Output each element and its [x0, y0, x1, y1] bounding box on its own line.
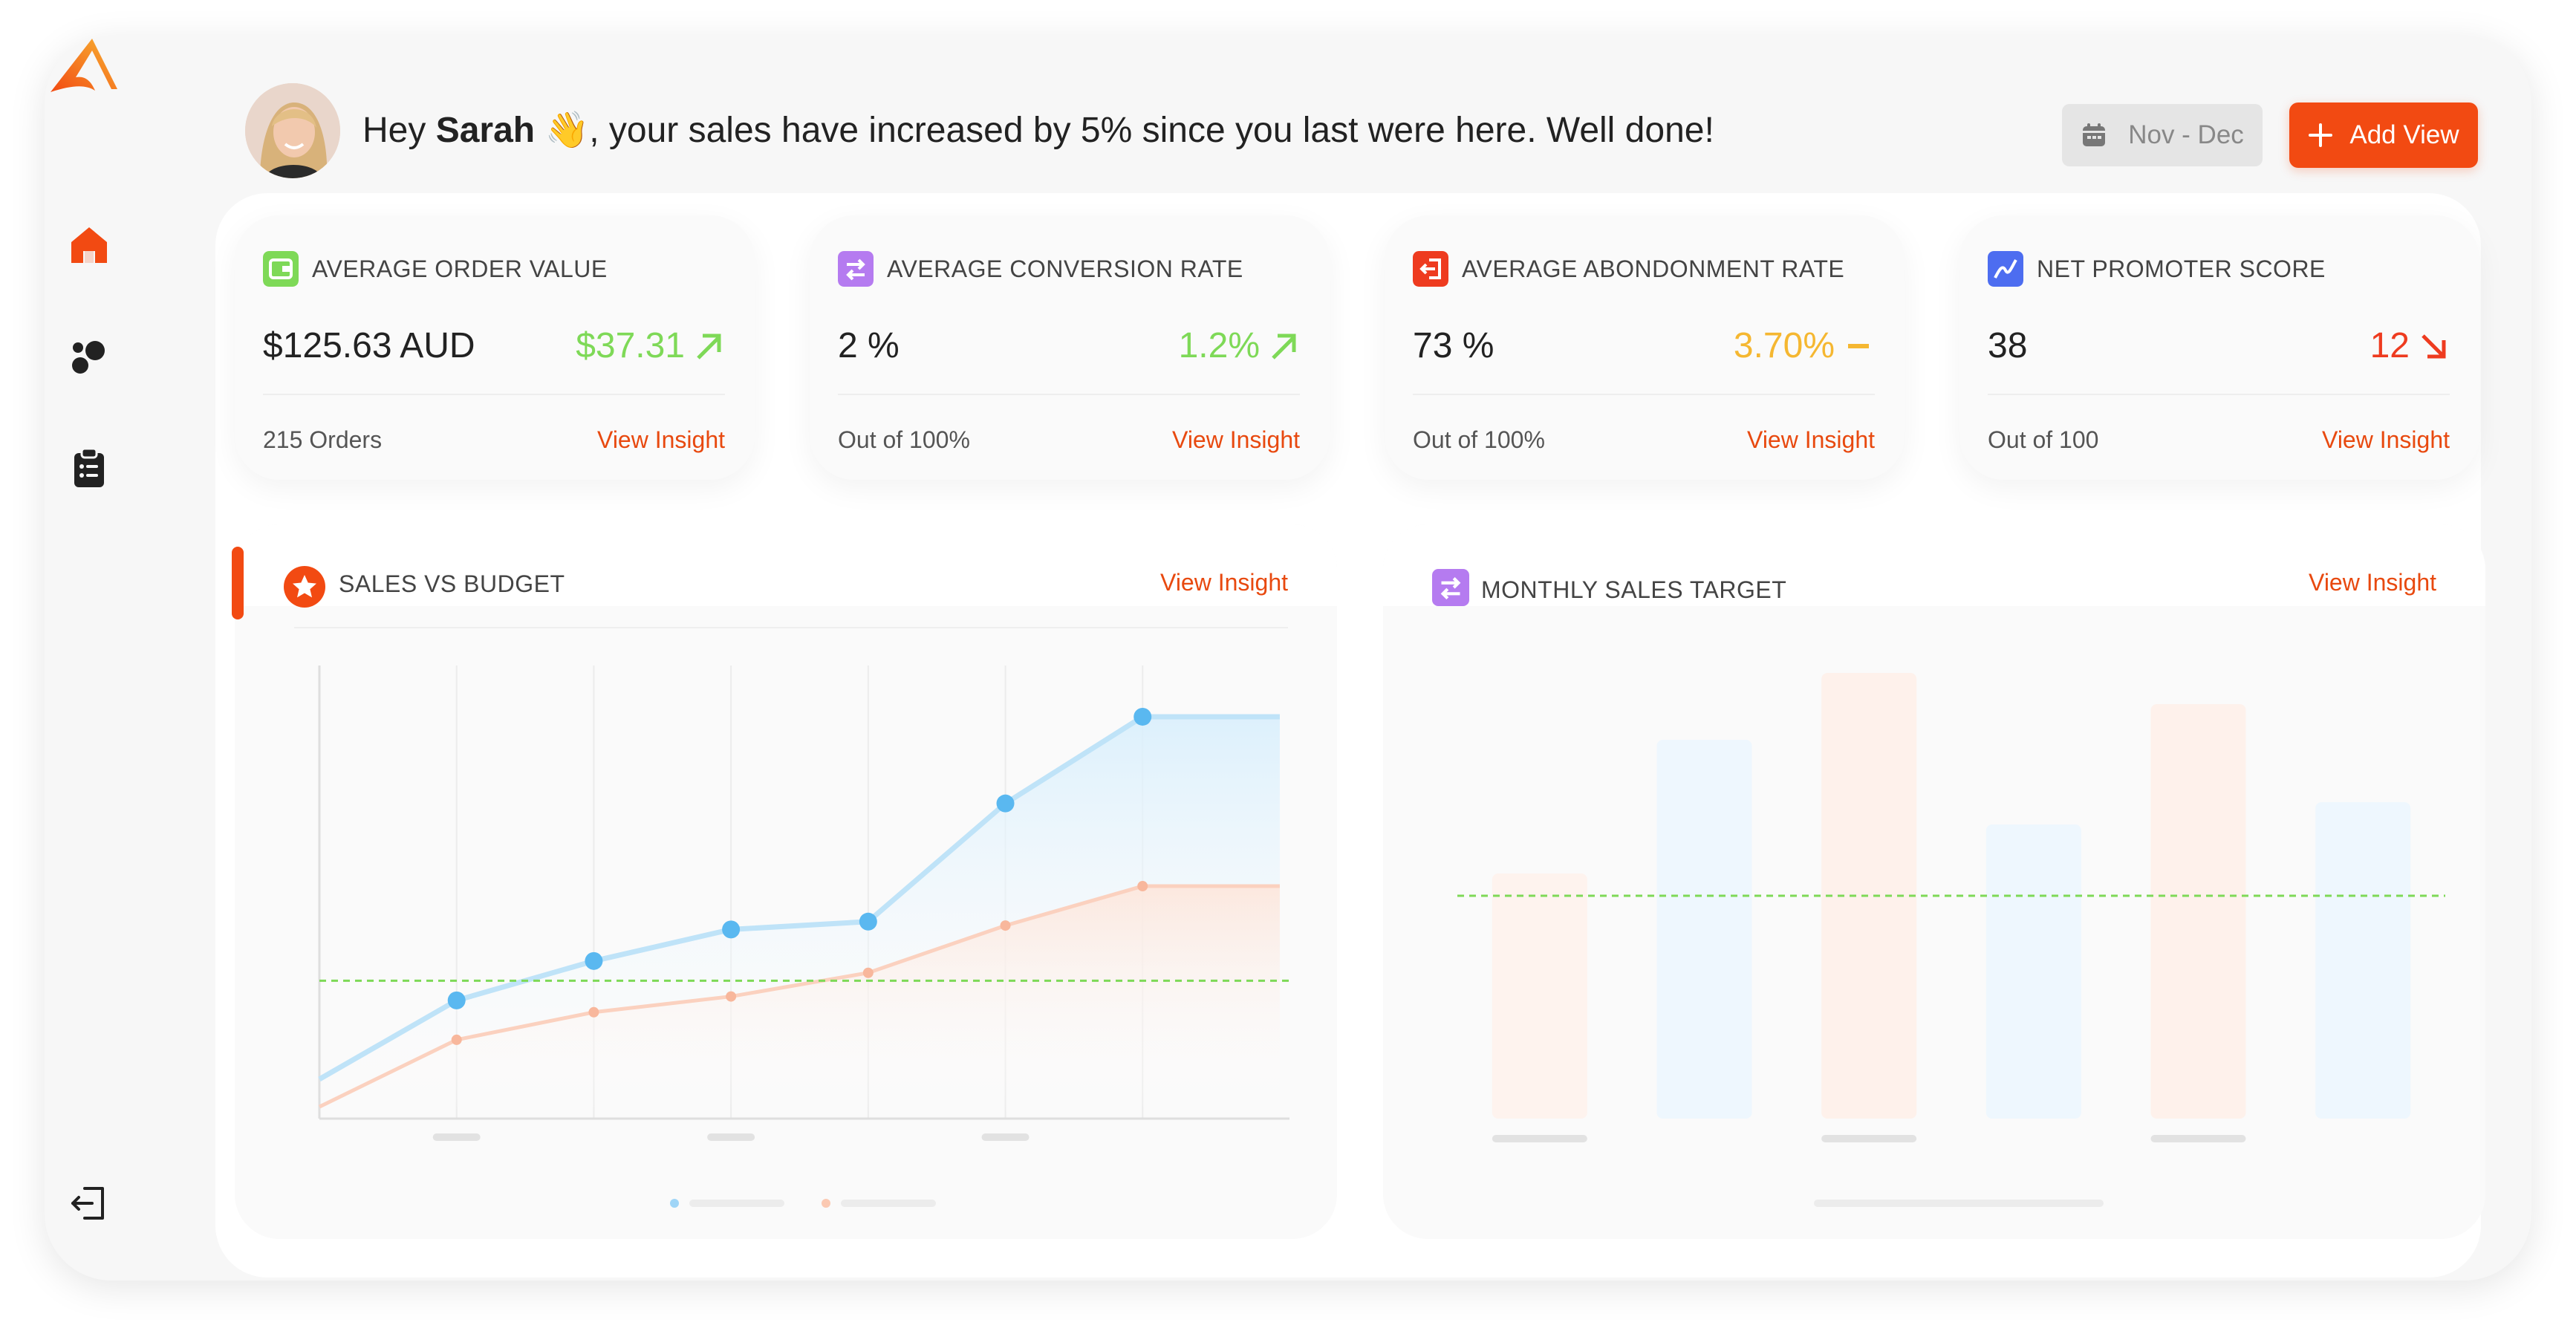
view-insight-link[interactable]: View Insight	[597, 426, 725, 453]
bar	[1821, 673, 1917, 1119]
panel-title: MONTHLY SALES TARGET	[1481, 576, 1787, 603]
data-point-budget	[862, 967, 874, 978]
x-tick-placeholder	[1821, 1135, 1917, 1142]
wallet-icon	[263, 251, 299, 287]
divider	[1413, 394, 1875, 395]
divider	[294, 627, 1288, 628]
kpi-delta: $37.31	[576, 325, 725, 366]
clipboard-icon[interactable]	[67, 446, 111, 490]
monthly-sales-target-panel: MONTHLY SALES TARGET View Insight	[1383, 524, 2485, 1239]
avatar[interactable]	[245, 83, 340, 178]
legend-placeholder	[841, 1200, 936, 1207]
date-range-button[interactable]: Nov - Dec	[2062, 104, 2263, 166]
kpi-value: 73 %	[1413, 326, 1494, 365]
kpi-subtext: Out of 100	[1988, 426, 2099, 453]
data-point-budget	[588, 1006, 599, 1018]
exit-door-icon	[1413, 251, 1448, 287]
kpi-subtext: Out of 100%	[1413, 426, 1545, 453]
sales-vs-budget-chart	[318, 666, 1289, 1208]
data-point-sales	[585, 951, 603, 970]
dots-icon[interactable]	[67, 334, 111, 379]
kpi-title: AVERAGE ORDER VALUE	[312, 256, 608, 282]
x-tick-placeholder	[2150, 1135, 2246, 1142]
data-point-sales	[859, 912, 877, 931]
data-point-sales	[447, 991, 466, 1009]
data-point-sales	[1133, 707, 1152, 726]
data-point-budget	[1000, 920, 1011, 931]
x-tick-placeholder	[981, 1133, 1030, 1141]
kpi-delta: 1.2%	[1179, 325, 1300, 366]
date-range-label: Nov - Dec	[2128, 120, 2244, 149]
kpi-card-average-conversion-rate: AVERAGE CONVERSION RATE 2 % 1.2% Out of …	[810, 215, 1330, 480]
user-name: Sarah	[435, 111, 536, 150]
home-icon[interactable]	[67, 223, 111, 267]
swap-arrows-icon	[838, 251, 874, 287]
add-view-button[interactable]: Add View	[2289, 103, 2478, 168]
calendar-icon	[2083, 123, 2106, 146]
panel-header	[1383, 524, 2485, 606]
kpi-card-net-promoter-score: NET PROMOTER SCORE 38 12 Out of 100 View…	[1959, 215, 2479, 480]
data-point-sales	[722, 920, 741, 939]
divider	[1988, 394, 2450, 395]
legend-swatch	[822, 1199, 830, 1208]
divider	[838, 394, 1300, 395]
view-insight-link[interactable]: View Insight	[1160, 569, 1288, 596]
x-tick-placeholder	[432, 1133, 481, 1141]
legend-placeholder	[689, 1200, 784, 1207]
add-view-label: Add View	[2349, 120, 2459, 149]
greeting-message: Hey Sarah 👋, your sales have increased b…	[362, 111, 1714, 150]
series-area-budget	[319, 886, 1280, 1119]
legend-placeholder	[1814, 1200, 2104, 1207]
kpi-title: NET PROMOTER SCORE	[2037, 256, 2326, 282]
data-point-budget	[726, 991, 737, 1002]
logout-icon[interactable]	[67, 1181, 111, 1226]
data-point-budget	[1137, 881, 1148, 892]
wave-emoji: 👋	[544, 111, 590, 150]
view-insight-link[interactable]: View Insight	[1172, 426, 1300, 453]
kpi-subtext: 215 Orders	[263, 426, 383, 453]
plus-icon	[2309, 123, 2333, 147]
view-insight-link[interactable]: View Insight	[2322, 426, 2450, 453]
monthly-sales-target-chart	[1457, 673, 2445, 1207]
kpi-delta: 12	[2370, 325, 2450, 366]
divider	[263, 394, 725, 395]
kpi-title: AVERAGE CONVERSION RATE	[887, 256, 1243, 282]
active-panel-indicator	[232, 547, 244, 619]
data-point-sales	[996, 794, 1015, 813]
legend-swatch	[670, 1199, 679, 1208]
swap-arrows-icon	[1432, 569, 1469, 606]
star-badge-icon	[284, 566, 325, 608]
kpi-card-average-abandonment-rate: AVERAGE ABONDONMENT RATE 73 % 3.70% Out …	[1385, 215, 1905, 480]
x-tick-placeholder	[707, 1133, 755, 1141]
kpi-delta: 3.70%	[1734, 325, 1875, 366]
kpi-value: 38	[1988, 326, 2028, 365]
bar	[1492, 873, 1587, 1119]
kpi-title: AVERAGE ABONDONMENT RATE	[1462, 256, 1845, 282]
bar	[2150, 704, 2246, 1119]
trend-down-icon	[2421, 334, 2446, 358]
trend-up-icon	[1272, 334, 1296, 359]
kpi-subtext: Out of 100%	[838, 426, 970, 453]
series-line-sales	[318, 714, 1280, 1081]
trend-flat-icon	[1848, 343, 1869, 348]
x-tick-placeholder	[1492, 1135, 1587, 1142]
trend-up-icon	[697, 334, 721, 359]
kpi-value: $125.63 AUD	[263, 326, 475, 365]
kpi-card-average-order-value: AVERAGE ORDER VALUE $125.63 AUD $37.31 2…	[235, 215, 755, 480]
bar	[2315, 802, 2411, 1119]
panel-header	[235, 524, 1337, 606]
logo-chevron-icon[interactable]	[46, 39, 117, 92]
sales-vs-budget-panel: SALES VS BUDGET View Insight	[235, 524, 1337, 1239]
bar	[1985, 824, 2081, 1119]
series-line-budget	[318, 884, 1280, 1109]
data-point-budget	[451, 1034, 462, 1045]
kpi-value: 2 %	[838, 326, 900, 365]
view-insight-link[interactable]: View Insight	[2309, 569, 2436, 596]
panel-title: SALES VS BUDGET	[339, 570, 565, 597]
view-insight-link[interactable]: View Insight	[1747, 426, 1875, 453]
trend-line-icon	[1988, 251, 2023, 287]
bar	[1656, 740, 1752, 1119]
